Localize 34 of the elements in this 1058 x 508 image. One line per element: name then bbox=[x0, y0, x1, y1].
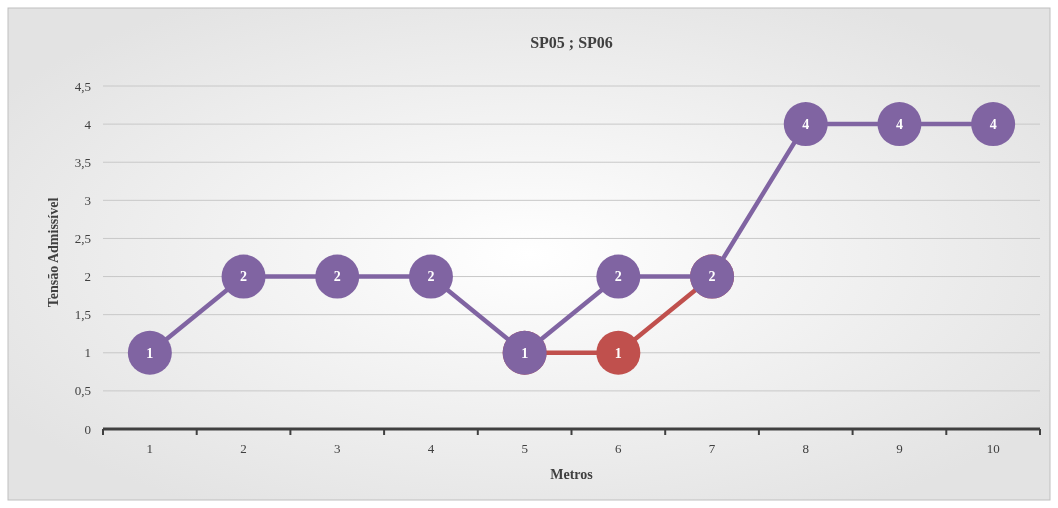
data-label: 4 bbox=[895, 117, 903, 133]
data-label: 1 bbox=[146, 345, 154, 361]
data-label: 2 bbox=[614, 269, 622, 285]
x-tick-label: 7 bbox=[708, 441, 716, 456]
x-tick-label: 8 bbox=[802, 441, 809, 456]
y-tick-label: 1,5 bbox=[74, 307, 91, 323]
x-tick-label: 3 bbox=[334, 441, 341, 456]
x-tick-label: 5 bbox=[521, 441, 528, 456]
data-label: 4 bbox=[989, 117, 997, 133]
y-tick-label: 0 bbox=[84, 421, 91, 437]
x-axis-title: Metros bbox=[550, 467, 594, 482]
data-label: 4 bbox=[802, 117, 810, 133]
y-tick-label: 3 bbox=[84, 192, 91, 208]
y-tick-label: 2,5 bbox=[74, 230, 91, 246]
chart-title: SP05 ; SP06 bbox=[530, 34, 613, 51]
x-tick-label: 10 bbox=[986, 441, 1000, 456]
y-tick-label: 4 bbox=[84, 116, 92, 132]
x-tick-label: 2 bbox=[240, 441, 247, 456]
data-label: 1 bbox=[614, 345, 622, 361]
y-tick-label: 3,5 bbox=[74, 154, 91, 170]
x-tick-label: 9 bbox=[896, 441, 903, 456]
data-label: 2 bbox=[427, 269, 435, 285]
x-tick-label: 1 bbox=[146, 441, 154, 456]
x-tick-label: 4 bbox=[427, 441, 435, 456]
data-label: 2 bbox=[708, 269, 716, 285]
y-tick-label: 1 bbox=[84, 345, 91, 361]
y-tick-label: 0,5 bbox=[74, 383, 91, 399]
data-label: 2 bbox=[240, 269, 248, 285]
y-axis-title: Tensão Admissível bbox=[46, 197, 61, 308]
y-tick-label: 2 bbox=[84, 269, 91, 285]
x-tick-label: 6 bbox=[615, 441, 623, 456]
data-label: 1 bbox=[521, 345, 529, 361]
data-label: 2 bbox=[333, 269, 341, 285]
y-tick-label: 4,5 bbox=[74, 78, 91, 94]
